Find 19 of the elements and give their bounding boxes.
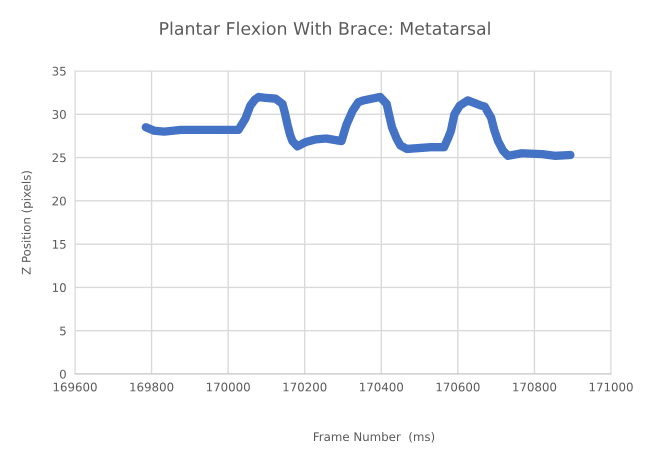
y-tick-label: 15 [52,240,66,249]
chart-title: Plantar Flexion With Brace: Metatarsal [160,22,490,36]
y-tick-label: 35 [52,66,66,76]
x-tick-label: 170800 [513,382,556,392]
x-axis-title: Frame Number (ms) [314,432,434,443]
x-tick-label: 170000 [206,382,250,392]
y-tick-label: 30 [52,110,66,119]
y-tick-label: 20 [52,196,66,206]
x-tick-label: 170600 [436,382,480,392]
x-tick-label: 169800 [130,382,174,392]
x-tick-label: 169600 [54,382,97,392]
y-tick-label: 5 [60,326,66,336]
x-tick-label: 171000 [590,382,633,392]
y-tick-label: 10 [52,283,66,292]
x-tick-label: 170200 [283,382,326,392]
y-tick-label: 0 [60,370,66,379]
x-tick-label: 170400 [360,382,404,392]
y-axis-title: Z Position (pixels) [22,171,33,274]
y-tick-label: 25 [52,153,66,162]
